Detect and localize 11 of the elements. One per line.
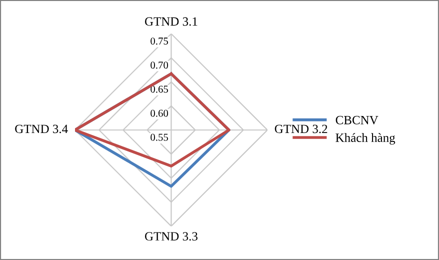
spoke-label: GTND 3.2 xyxy=(274,124,328,134)
spoke-label: GTND 3.3 xyxy=(144,232,198,241)
y-tick-label: 0.70 xyxy=(150,62,168,69)
y-tick-label: 0.75 xyxy=(150,38,168,45)
spoke-label: GTND 3.1 xyxy=(144,17,198,26)
legend-label: Khách hàng xyxy=(336,133,396,145)
spoke-label: GTND 3.4 xyxy=(15,124,68,134)
y-tick-label: 0.65 xyxy=(150,86,168,93)
y-tick-label: 0.55 xyxy=(150,134,168,141)
legend-label: CBCNV xyxy=(336,116,378,124)
y-tick-label: 0.60 xyxy=(150,110,168,117)
